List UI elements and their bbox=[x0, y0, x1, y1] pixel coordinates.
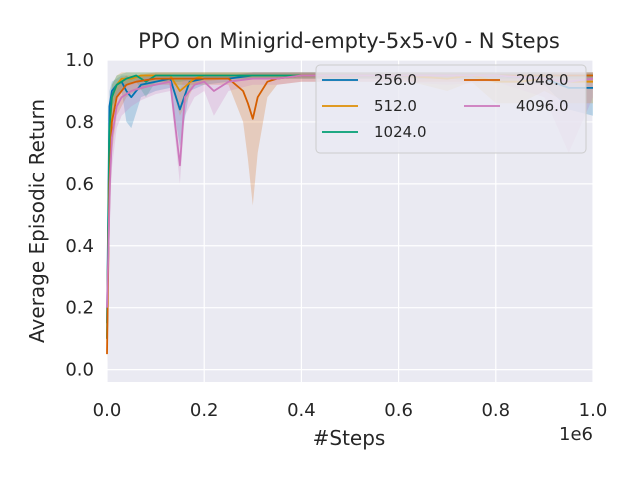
x-tick-label: 1.0 bbox=[579, 400, 608, 421]
x-tick-label: 0.6 bbox=[384, 400, 413, 421]
y-tick-label: 1.0 bbox=[65, 50, 94, 71]
y-tick-label: 0.4 bbox=[65, 236, 94, 257]
legend: 256.0 512.0 1024.0 2048.0 4096.0 bbox=[315, 64, 587, 154]
y-tick-label: 0.6 bbox=[65, 174, 94, 195]
x-tick-labels: 0.0 0.2 0.4 0.6 0.8 1.0 bbox=[93, 400, 608, 421]
x-axis-label: #Steps bbox=[313, 426, 386, 450]
y-tick-label: 0.8 bbox=[65, 112, 94, 133]
y-tick-label: 0.2 bbox=[65, 298, 94, 319]
y-tick-label: 0.0 bbox=[65, 360, 94, 381]
legend-label: 256.0 bbox=[374, 71, 417, 89]
x-tick-label: 0.0 bbox=[93, 400, 122, 421]
legend-label: 1024.0 bbox=[374, 123, 427, 141]
x-tick-label: 0.2 bbox=[190, 400, 219, 421]
y-axis-label: Average Episodic Return bbox=[25, 99, 49, 343]
x-offset-label: 1e6 bbox=[559, 424, 593, 445]
x-tick-label: 0.4 bbox=[287, 400, 316, 421]
x-tick-label: 0.8 bbox=[481, 400, 510, 421]
legend-label: 4096.0 bbox=[516, 97, 569, 115]
legend-items: 256.0 512.0 1024.0 2048.0 4096.0 bbox=[322, 71, 569, 141]
y-tick-labels: 0.0 0.2 0.4 0.6 0.8 1.0 bbox=[65, 50, 94, 381]
legend-label: 512.0 bbox=[374, 97, 417, 115]
legend-box bbox=[315, 64, 587, 154]
chart-title: PPO on Minigrid-empty-5x5-v0 - N Steps bbox=[138, 29, 560, 53]
legend-label: 2048.0 bbox=[516, 71, 569, 89]
